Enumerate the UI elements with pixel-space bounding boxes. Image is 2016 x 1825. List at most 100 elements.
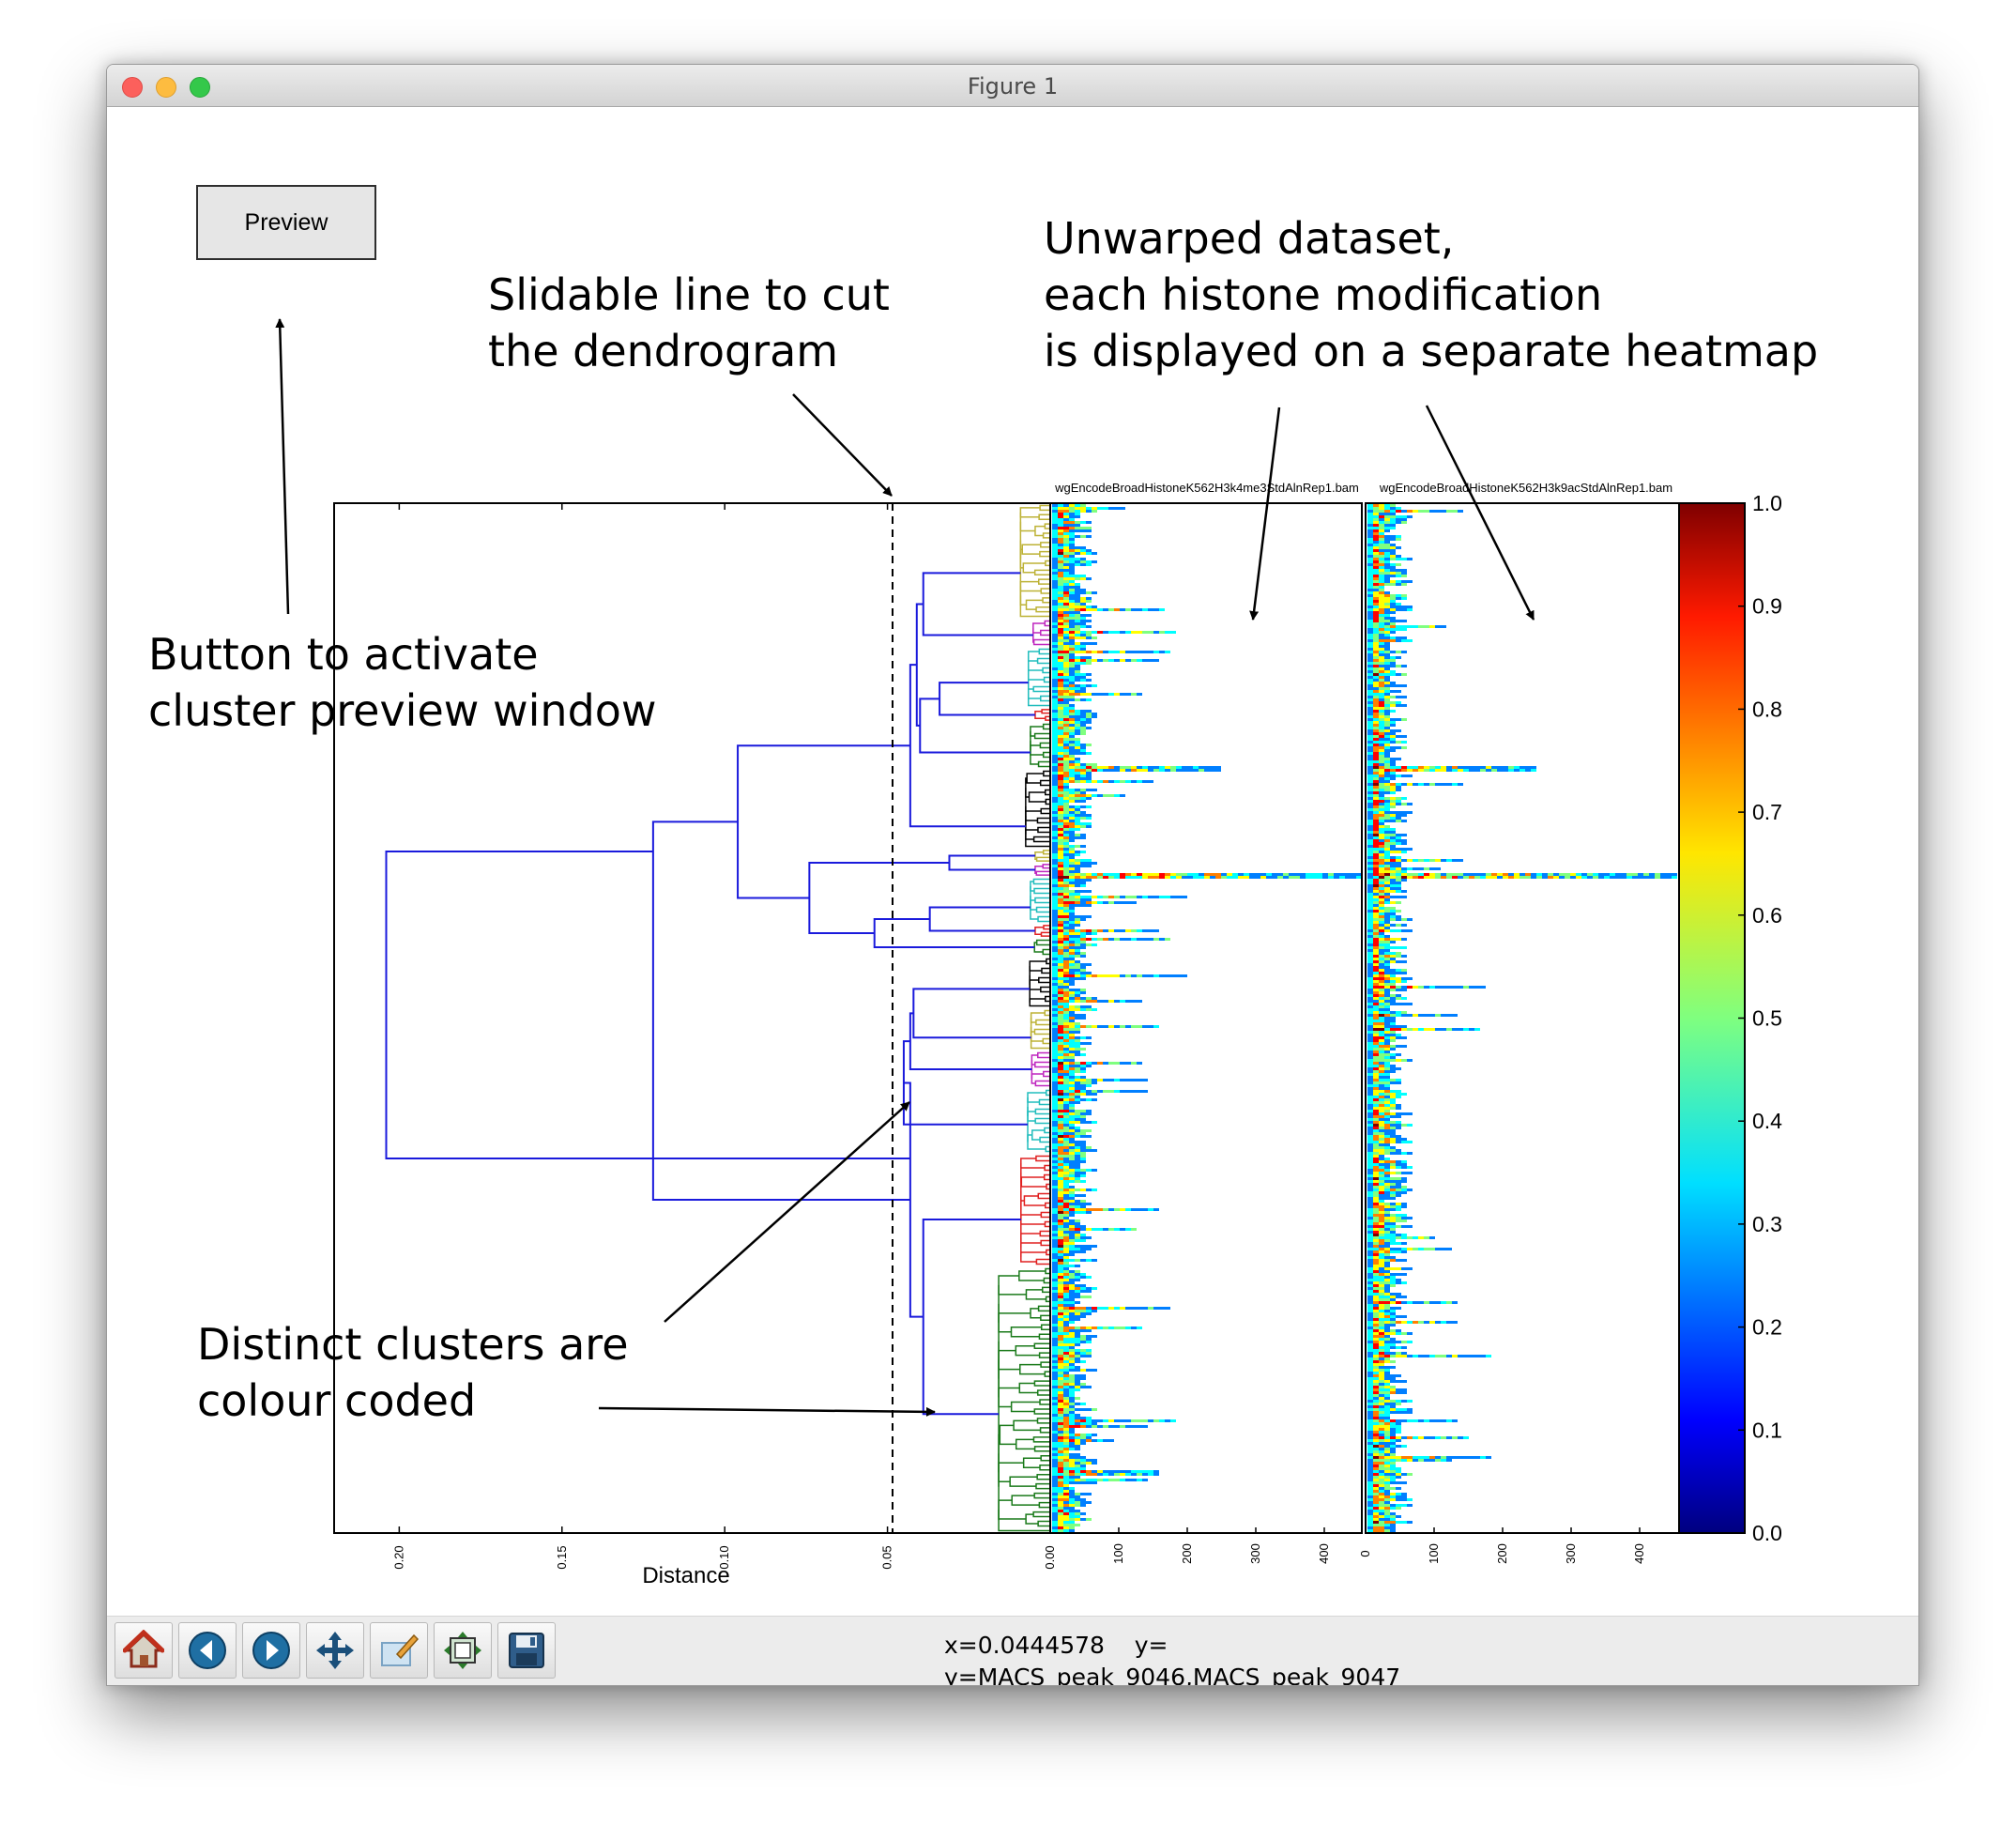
heatmap-cell <box>1384 991 1390 994</box>
heatmap-cell <box>1153 896 1159 898</box>
heatmap-cell <box>1052 1422 1058 1425</box>
heatmap-cell <box>1401 766 1407 769</box>
heatmap-cell <box>1384 989 1390 991</box>
heatmap-cell <box>1063 763 1069 766</box>
heatmap-cell <box>1063 831 1069 834</box>
heatmap-cell <box>1469 876 1474 879</box>
heatmap-cell <box>1080 876 1086 879</box>
heatmap-cell <box>1058 1425 1063 1428</box>
heatmap-cell <box>1080 1200 1086 1203</box>
heatmap-cell <box>1086 1093 1092 1096</box>
heatmap-cell <box>1063 1081 1069 1084</box>
heatmap-cell <box>1075 1093 1080 1096</box>
heatmap-cell <box>1413 1014 1418 1017</box>
heatmap-cell <box>1052 1242 1058 1245</box>
heatmap-cell <box>1373 558 1379 560</box>
heatmap-cell <box>1373 670 1379 673</box>
heatmap-cell <box>1379 715 1384 718</box>
heatmap-cell <box>1390 690 1396 693</box>
heatmap-cell <box>1080 597 1086 600</box>
heatmap-cell <box>1384 1335 1390 1338</box>
heatmap-cell <box>1396 1411 1401 1414</box>
heatmap-cell <box>1063 890 1069 893</box>
heatmap-cell <box>1069 1008 1075 1011</box>
heatmap-cell <box>1069 853 1075 856</box>
heatmap-cell <box>1159 1419 1165 1422</box>
heatmap-cell <box>1063 791 1069 794</box>
dendrogram-branch <box>1025 806 1050 848</box>
heatmap-cell <box>1396 882 1401 884</box>
heatmap-cell <box>1379 1081 1384 1084</box>
dendrogram-branch <box>1034 851 1044 860</box>
heatmap-cell <box>1390 1259 1396 1262</box>
heatmap-cell <box>1080 622 1086 625</box>
dendrogram-branch <box>1040 695 1050 702</box>
heatmap-cell <box>1396 1408 1401 1411</box>
heatmap-cell <box>1052 1036 1058 1039</box>
heatmap-cell <box>1396 1346 1401 1349</box>
heatmap-cell <box>1058 1369 1063 1372</box>
heatmap-cell <box>1469 769 1474 772</box>
heatmap-cell <box>1384 651 1390 653</box>
heatmap-cell <box>1384 1101 1390 1104</box>
heatmap-cell <box>1367 1169 1373 1172</box>
heatmap-cell <box>1080 546 1086 549</box>
heatmap-cell <box>1069 856 1075 859</box>
heatmap-cell <box>1379 820 1384 822</box>
heatmap-cell <box>1384 1383 1390 1386</box>
heatmap-cell <box>1063 952 1069 955</box>
heatmap-cell <box>1075 1422 1080 1425</box>
heatmap-cell <box>1080 673 1086 676</box>
heatmap-cell <box>1424 867 1429 870</box>
minimize-button[interactable] <box>156 77 176 98</box>
heatmap-cell <box>1418 873 1424 876</box>
heatmap-cell <box>1182 766 1187 769</box>
heatmap-cell <box>1063 653 1069 656</box>
heatmap-cell <box>1052 1459 1058 1462</box>
heatmap-cell <box>1429 1014 1435 1017</box>
heatmap-cell <box>1367 1129 1373 1132</box>
zoom-button[interactable] <box>190 77 210 98</box>
heatmap-cell <box>1367 1422 1373 1425</box>
close-button[interactable] <box>122 77 143 98</box>
heatmap-cell <box>1052 1048 1058 1051</box>
heatmap-cell <box>1367 698 1373 701</box>
heatmap-cell <box>1080 752 1086 755</box>
heatmap-cell <box>1390 1411 1396 1414</box>
heatmap-cell <box>1063 1174 1069 1177</box>
heatmap-cell <box>1373 1158 1379 1160</box>
heatmap-cell <box>1069 1363 1075 1366</box>
heatmap-cell <box>1080 634 1086 636</box>
heatmap-cell <box>1052 583 1058 586</box>
heatmap-cell <box>1080 859 1086 862</box>
heatmap-cell <box>1390 1003 1396 1005</box>
heatmap-cell <box>1063 1498 1069 1501</box>
title-bar[interactable]: Figure 1 <box>107 65 1918 107</box>
heatmap-cell <box>1390 1324 1396 1327</box>
heatmap-cell <box>1080 935 1086 938</box>
heatmap-cell <box>1058 1450 1063 1453</box>
heatmap-cell <box>1390 842 1396 845</box>
heatmap-cell <box>1367 1338 1373 1341</box>
heatmap-cell <box>1075 898 1080 901</box>
heatmap-cell <box>1092 693 1097 696</box>
figure-canvas[interactable]: 0.20 0.15 0.10 0.05 0.00 Distance wgEncodeBr… <box>107 107 1918 1585</box>
dendrogram-branch <box>1034 711 1046 719</box>
heatmap-cell <box>1092 1098 1097 1101</box>
heatmap-cell <box>1063 679 1069 682</box>
heatmap-cell <box>1373 1290 1379 1293</box>
heatmap-cell <box>1086 625 1092 628</box>
heatmap-cell <box>1401 1203 1407 1205</box>
heatmap-cell <box>1384 924 1390 927</box>
heatmap-cell <box>1080 763 1086 766</box>
heatmap-cell <box>1052 1434 1058 1436</box>
heatmap-cell <box>1373 718 1379 721</box>
heatmap-cell <box>1058 1431 1063 1434</box>
heatmap-cell <box>1390 628 1396 631</box>
heatmap-cell <box>1373 1191 1379 1194</box>
heatmap-cell <box>1052 538 1058 541</box>
heatmap-cell <box>1379 1118 1384 1121</box>
heatmap-cell <box>1367 808 1373 811</box>
heatmap-cell <box>1407 558 1413 560</box>
heatmap-cell <box>1373 653 1379 656</box>
